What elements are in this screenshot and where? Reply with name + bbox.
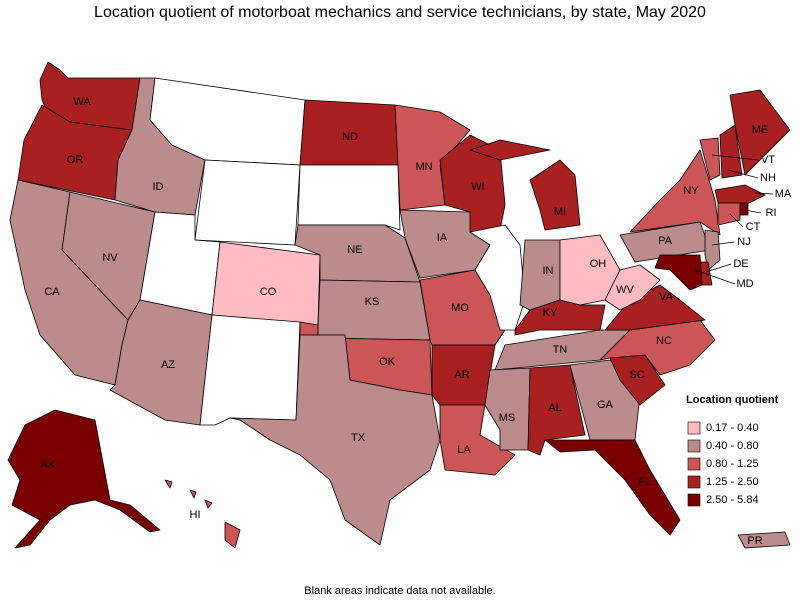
- legend-label: 1.25 - 2.50: [706, 476, 759, 488]
- state-label: MO: [451, 302, 469, 314]
- state-label: KY: [543, 307, 558, 319]
- state-label: VT: [761, 154, 775, 166]
- state-label: VA: [659, 291, 674, 303]
- state-shape: [439, 404, 516, 476]
- state-label: TX: [351, 432, 366, 444]
- state-shape: [699, 137, 721, 181]
- leader-line: [744, 209, 762, 214]
- state-shape: [7, 409, 161, 549]
- leader-line: [711, 241, 735, 246]
- state-shape: [737, 531, 791, 549]
- state-label: FL: [639, 476, 652, 488]
- state-label: HI: [190, 509, 201, 521]
- legend-swatch: [687, 475, 701, 489]
- state-label: ID: [153, 181, 164, 193]
- state-shape: [717, 202, 741, 226]
- legend-label: 0.17 - 0.40: [706, 422, 759, 434]
- state-label: CA: [44, 286, 60, 298]
- state-shape: [164, 479, 241, 549]
- state-label: AR: [454, 369, 469, 381]
- state-label: NJ: [737, 236, 750, 248]
- map-title: Location quotient of motorboat mechanics…: [94, 4, 706, 21]
- leader-line: [754, 192, 774, 195]
- state-shape: [604, 264, 661, 311]
- state-label: NC: [656, 335, 672, 347]
- state-label: WV: [616, 284, 634, 296]
- footnote: Blank areas indicate data not available.: [304, 585, 495, 597]
- state-label: DE: [733, 258, 748, 270]
- leader-line: [729, 213, 744, 228]
- state-label: AK: [41, 459, 56, 471]
- state-label: SC: [629, 369, 644, 381]
- state-shape: [629, 149, 721, 236]
- state-label: WI: [471, 181, 484, 193]
- state-label: NV: [102, 252, 118, 264]
- legend-label: 0.40 - 0.80: [706, 440, 759, 452]
- legend-title: Location quotient: [686, 394, 779, 406]
- state-shape: [729, 89, 791, 176]
- state-label: RI: [766, 207, 777, 219]
- legend-swatch: [687, 421, 701, 435]
- state-shape: [194, 159, 301, 246]
- state-shape: [654, 254, 703, 291]
- state-label: OK: [379, 356, 396, 368]
- state-label: PR: [747, 535, 762, 547]
- leader-line: [705, 263, 732, 273]
- state-label: CO: [260, 286, 277, 298]
- state-shape: [199, 314, 301, 426]
- state-label: NH: [760, 172, 776, 184]
- state-label: MS: [499, 412, 516, 424]
- leader-line: [711, 154, 759, 161]
- state-label: AZ: [161, 359, 175, 371]
- leader-line: [727, 169, 759, 179]
- state-label: OH: [590, 258, 607, 270]
- state-label: MI: [554, 206, 566, 218]
- state-label: NY: [683, 185, 699, 197]
- state-shape: [484, 367, 531, 451]
- state-shape: [297, 164, 401, 231]
- state-label: MN: [415, 161, 432, 173]
- state-shape: [469, 139, 581, 231]
- state-label: GA: [597, 399, 614, 411]
- state-label: PA: [658, 235, 673, 247]
- legend-swatch: [687, 457, 701, 471]
- state-label: MD: [736, 278, 753, 290]
- state-label: IN: [543, 265, 554, 277]
- state-label: KS: [365, 296, 380, 308]
- state-label: ME: [752, 124, 769, 136]
- state-label: OR: [67, 154, 84, 166]
- state-label: NE: [347, 244, 362, 256]
- state-label: AL: [548, 402, 561, 414]
- state-label: MA: [775, 188, 792, 200]
- legend-swatch: [687, 493, 701, 507]
- state-shape: [514, 299, 606, 336]
- states: WA OR CA NV ID CO AZ ND NE KS OK TX MN IA MO AR LA WI MI IN…: [7, 61, 792, 549]
- state-shape: [704, 229, 721, 271]
- state-label: ND: [342, 131, 358, 143]
- state-label: TN: [553, 344, 568, 356]
- state-label: LA: [457, 444, 471, 456]
- state-label: CT: [746, 221, 761, 233]
- state-shape: [544, 439, 681, 536]
- state-shape: [739, 202, 749, 216]
- state-shape: [211, 241, 321, 326]
- legend-label: 0.80 - 1.25: [706, 458, 759, 470]
- state-label: WA: [73, 96, 91, 108]
- state-shape: [519, 239, 561, 311]
- leader-line: [694, 269, 736, 285]
- legend-swatch: [687, 439, 701, 453]
- state-shape: [469, 224, 526, 331]
- legend-label: 2.50 - 5.84: [706, 494, 759, 506]
- legend: Location quotient 0.17 - 0.40 0.40 - 0.80…: [686, 394, 779, 507]
- state-shape: [714, 184, 766, 206]
- state-shape: [317, 279, 431, 341]
- state-shape: [229, 334, 441, 546]
- state-shape: [719, 124, 743, 179]
- state-label: IA: [437, 232, 448, 244]
